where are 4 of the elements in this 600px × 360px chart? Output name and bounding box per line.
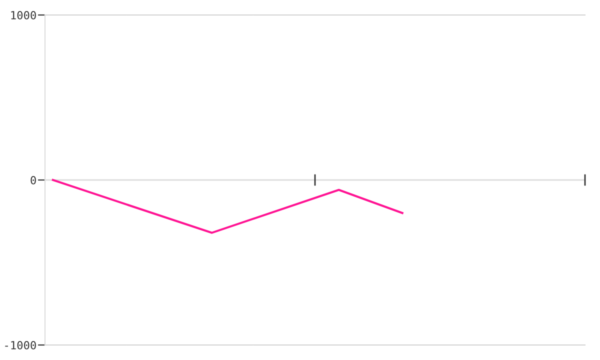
y-tick-label: -1000 xyxy=(5,341,36,350)
line-series xyxy=(52,178,404,234)
y-tick-label: 1000 xyxy=(11,11,36,20)
y-tick-label: 0 xyxy=(30,176,36,184)
